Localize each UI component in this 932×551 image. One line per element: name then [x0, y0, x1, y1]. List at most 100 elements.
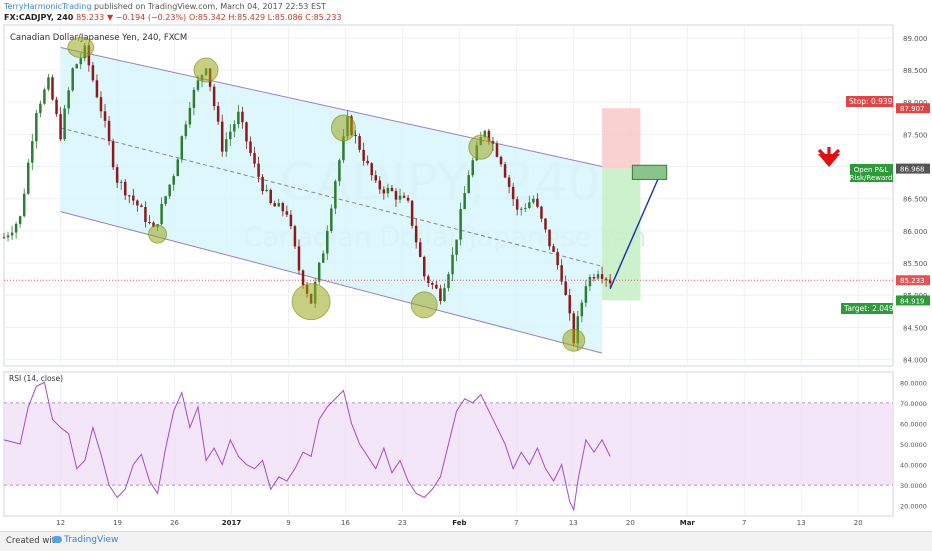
candle: [14, 223, 18, 233]
candle: [176, 159, 180, 177]
candle: [435, 284, 438, 289]
candle: [55, 99, 58, 115]
channel-upper: [60, 47, 603, 168]
candle: [293, 226, 297, 247]
rsi-tick-label: 60.0000: [900, 420, 927, 428]
candle: [588, 277, 592, 287]
candle: [216, 106, 220, 122]
candle: [119, 181, 123, 183]
candle: [257, 163, 260, 177]
candle: [180, 136, 184, 160]
entry-level-label-bg: [896, 163, 930, 174]
candle: [289, 214, 293, 227]
rsi-tick-label: 30.0000: [900, 482, 927, 490]
x-tick-label: 7: [514, 519, 518, 527]
pnl-badge: [850, 164, 893, 182]
y-tick-label: 87.500: [903, 131, 928, 139]
candle: [26, 162, 30, 194]
candle: [71, 68, 74, 91]
candle: [584, 286, 588, 303]
candle: [427, 276, 430, 283]
channel-median: [60, 127, 603, 267]
candle: [443, 288, 446, 302]
projection-line: [609, 172, 662, 290]
down-arrow-head: [818, 154, 840, 167]
swing-circle: [67, 37, 95, 59]
entry-level-label: 86.968: [900, 166, 925, 174]
candle: [111, 141, 115, 168]
candle: [188, 107, 192, 125]
candle: [410, 200, 414, 226]
candle: [406, 197, 410, 201]
x-tick-label: 16: [341, 519, 350, 527]
candle: [358, 136, 361, 150]
candle: [128, 195, 131, 197]
tradingview-brand[interactable]: TradingView: [64, 535, 119, 545]
candle: [423, 256, 426, 277]
x-tick-label: 12: [56, 519, 65, 527]
swing-circle: [291, 283, 331, 321]
candle: [277, 203, 281, 207]
channel-fill: [60, 47, 603, 354]
x-tick-label: 7: [742, 519, 746, 527]
candle: [245, 122, 248, 142]
candle: [548, 229, 551, 247]
candle: [511, 186, 515, 200]
candle: [394, 191, 398, 200]
last-price-label: 85.233: [900, 277, 925, 285]
candle: [326, 230, 329, 254]
candle: [564, 281, 567, 296]
candle: [524, 207, 527, 209]
candle: [237, 111, 240, 125]
candle: [301, 270, 305, 286]
candle: [330, 208, 333, 231]
candle: [459, 209, 462, 240]
candle: [47, 77, 50, 90]
stop-label: Stop: 0.939 (: [849, 97, 898, 106]
candle: [431, 282, 434, 285]
author-link[interactable]: TerryHarmonicTrading: [4, 2, 92, 11]
candle: [229, 131, 232, 140]
candle: [519, 208, 523, 210]
candle: [148, 222, 151, 224]
rsi-line: [3, 381, 611, 512]
footer: Created with TradingView: [0, 531, 932, 551]
stop-level-label: 87.907: [900, 105, 925, 113]
candle: [168, 184, 171, 197]
candle: [507, 177, 511, 187]
price-chart[interactable]: CADJPY, 240Canadian Dollar/Japanese YenC…: [0, 0, 932, 531]
candle: [152, 222, 155, 228]
candle: [269, 189, 272, 204]
x-tick-label: Mar: [680, 519, 696, 527]
y-tick-label: 84.500: [903, 324, 928, 332]
x-tick-label: 19: [113, 519, 122, 527]
candle: [447, 274, 450, 289]
x-tick-label: 13: [797, 519, 806, 527]
swing-circle: [468, 134, 494, 160]
candle: [321, 253, 325, 263]
candle: [354, 134, 357, 137]
candle: [499, 156, 503, 165]
x-tick-label: 23: [398, 519, 407, 527]
publish-info: TerryHarmonicTrading published on Tradin…: [4, 2, 326, 11]
chart-title: Canadian Dollar/Japanese Yen, 240, FXCM: [10, 33, 187, 43]
rsi-tick-label: 20.0000: [900, 503, 927, 511]
candle: [317, 262, 321, 282]
candle: [265, 189, 268, 192]
candle: [261, 176, 264, 192]
stop-zone: [602, 108, 641, 169]
candle: [273, 203, 276, 207]
candle: [51, 77, 54, 100]
candle: [172, 176, 175, 185]
y-tick-label: 84.000: [903, 357, 928, 365]
candle: [22, 193, 26, 217]
candle: [115, 167, 119, 183]
risk-reward-label: Risk/Reward: [850, 174, 893, 182]
entry-box: [631, 164, 668, 180]
candle: [103, 111, 107, 121]
candle: [540, 206, 543, 219]
symbol-label: FX:CADJPY, 240: [4, 13, 74, 22]
candle: [79, 58, 83, 65]
candle: [107, 120, 111, 142]
ohlc-values: O:85.342 H:85.429 L:85.086 C:85.233: [188, 13, 342, 22]
